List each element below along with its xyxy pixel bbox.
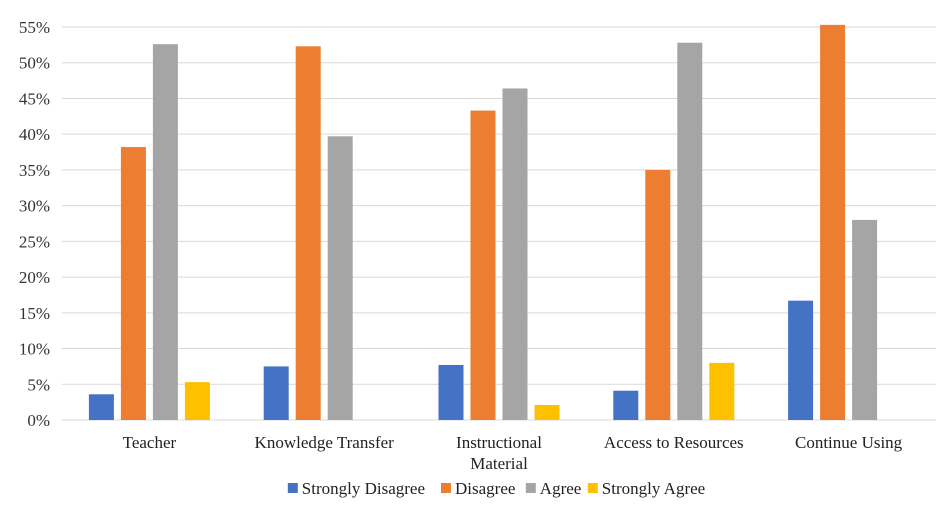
bar-disagree	[820, 24, 846, 421]
bar-strongly-disagree	[438, 364, 464, 420]
y-tick-label: 40%	[19, 125, 50, 144]
legend: Strongly Disagree Disagree Agree Strongly A…	[287, 479, 705, 498]
bar-strongly-agree	[709, 362, 735, 420]
bar-agree	[327, 136, 353, 421]
bar-strongly-agree	[184, 382, 210, 420]
y-axis-ticks: 0% 5% 10% 15% 20% 25% 30% 35% 40% 45% 50% 55%	[19, 18, 50, 430]
y-tick-label: 50%	[19, 54, 50, 73]
y-tick-label: 20%	[19, 268, 50, 287]
legend-entry-label: Disagree	[455, 479, 515, 498]
bar-agree	[502, 88, 528, 420]
bar-agree	[152, 44, 178, 421]
bar-disagree	[120, 147, 146, 420]
bar-strongly-disagree	[613, 390, 639, 420]
bar-strongly-agree	[534, 404, 560, 420]
y-tick-label: 15%	[19, 304, 50, 323]
legend-swatch	[441, 483, 451, 493]
bar-strongly-disagree	[263, 366, 289, 420]
y-tick-label: 0%	[27, 411, 50, 430]
legend-swatch	[287, 483, 298, 493]
y-tick-label: 35%	[19, 161, 50, 180]
bar-disagree	[295, 46, 321, 421]
y-tick-label: 10%	[19, 340, 50, 359]
x-category-label: Continue Using	[795, 433, 903, 452]
x-category-label: Instructional	[456, 433, 542, 452]
x-category-label: Knowledge Transfer	[255, 433, 395, 452]
bar-agree	[852, 219, 878, 420]
y-tick-label: 30%	[19, 197, 50, 216]
legend-swatch	[587, 483, 598, 493]
x-category-label: Access to Resources	[604, 433, 744, 452]
bar-agree	[677, 42, 703, 420]
legend-entry-label: Strongly Disagree	[302, 479, 425, 498]
x-category-label: Material	[470, 454, 528, 473]
legend-entry-label: Agree	[540, 479, 582, 498]
y-tick-label: 55%	[19, 18, 50, 37]
x-category-label: Teacher	[123, 433, 177, 452]
bar-strongly-disagree	[88, 394, 114, 420]
legend-swatch	[525, 483, 536, 493]
bar-disagree	[645, 169, 671, 420]
y-tick-label: 5%	[27, 375, 50, 394]
bar-strongly-disagree	[788, 300, 814, 420]
x-axis-categories: Teacher Knowledge Transfer Instructional Ma…	[123, 433, 903, 473]
y-tick-label: 45%	[19, 89, 50, 108]
legend-entry-label: Strongly Agree	[602, 479, 705, 498]
bars	[88, 24, 878, 421]
y-tick-label: 25%	[19, 232, 50, 251]
bar-disagree	[470, 110, 496, 421]
